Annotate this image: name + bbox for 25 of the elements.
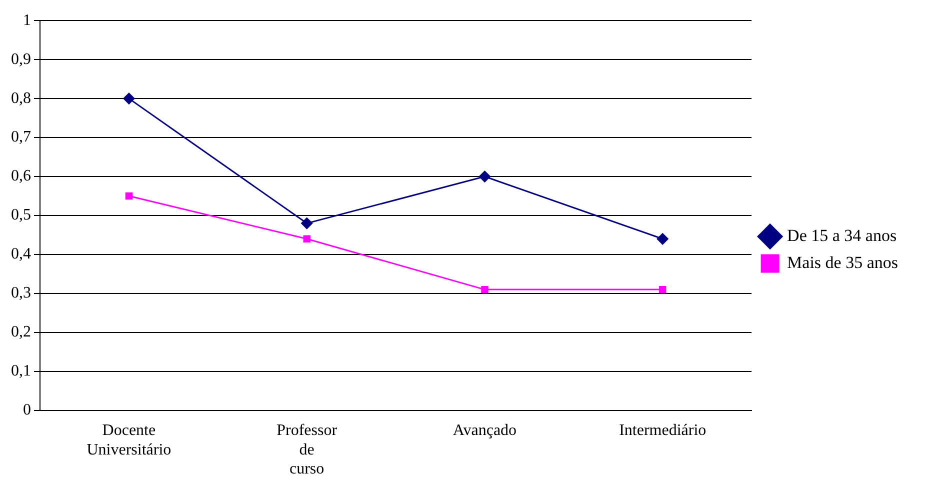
x-tick-label: Docente Universitário — [86, 422, 172, 458]
point — [656, 233, 668, 245]
y-tick-label: 1 — [23, 12, 31, 29]
point — [303, 235, 310, 242]
point — [659, 286, 666, 294]
y-tick-label: 0,3 — [11, 284, 31, 302]
y-tick-label: 0,6 — [11, 168, 31, 185]
legend-label: Mais de 35 anos — [787, 252, 898, 272]
legend-label: De 15 a 34 anos — [787, 226, 897, 245]
y-tick-label: 0,7 — [11, 128, 31, 146]
y-tick-label: 0,1 — [11, 362, 31, 380]
y-tick-label: 0,4 — [11, 246, 31, 263]
y-tick-label: 0 — [23, 402, 31, 419]
point — [478, 170, 490, 182]
x-tick-label: Intermediário — [619, 422, 706, 440]
point — [125, 192, 133, 200]
x-tick-label: Professor de curso — [276, 422, 338, 478]
y-tick-label: 0,9 — [11, 50, 31, 68]
point — [481, 286, 488, 294]
y-tick-label: 0,8 — [11, 90, 31, 107]
y-tick-label: 0,2 — [11, 324, 31, 341]
y-tick-label: 0,5 — [11, 206, 31, 224]
point — [301, 218, 313, 230]
point — [123, 92, 135, 104]
x-tick-label: Avançado — [452, 422, 517, 440]
